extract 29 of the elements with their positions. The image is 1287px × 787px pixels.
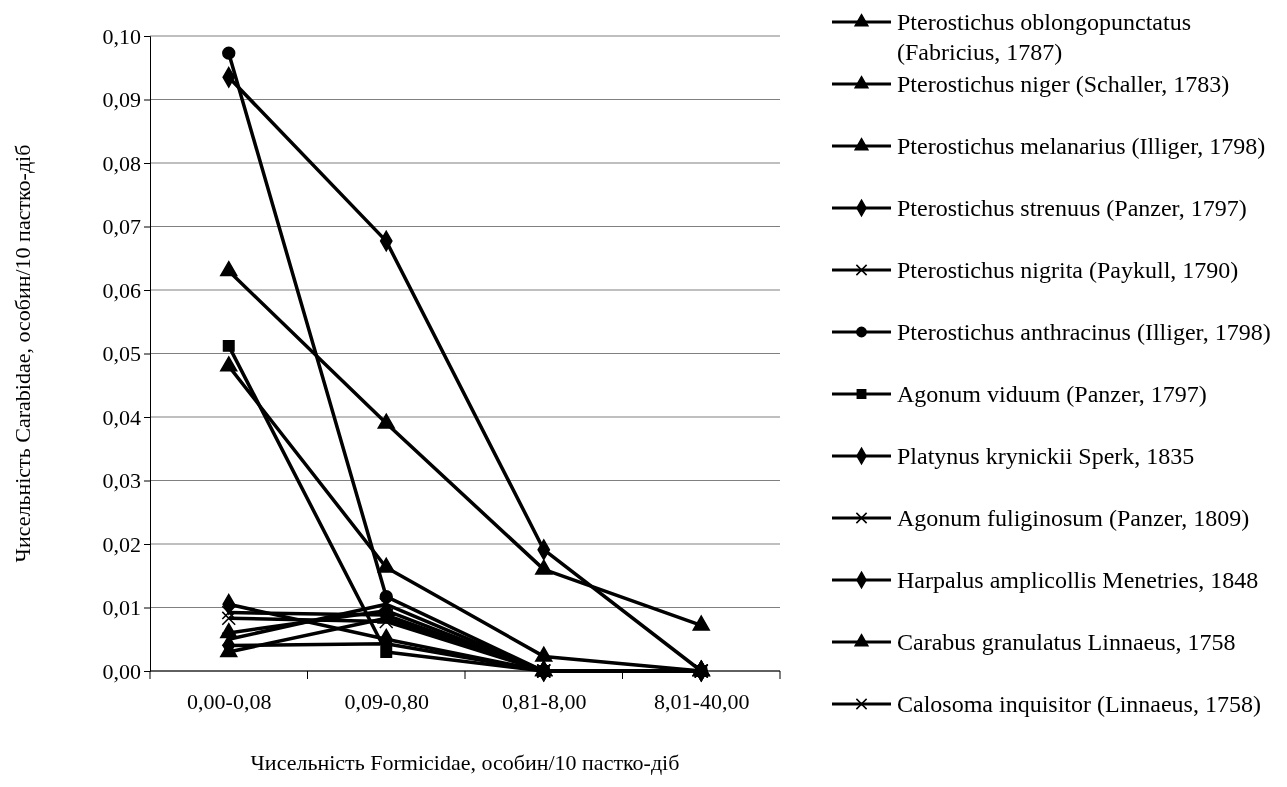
legend-label: Calosoma inquisitor (Linnaeus, 1758) — [897, 691, 1261, 717]
y-tick-label: 0,06 — [102, 277, 141, 303]
x-tick-label: 0,00-0,08 — [187, 688, 272, 714]
legend-label: Pterostichus anthracinus (Illiger, 1798) — [897, 319, 1271, 345]
x-tick-label: 8,01-40,00 — [654, 688, 750, 714]
legend-label: Pterostichus oblongopunctatus (Fabricius, 1787) — [897, 9, 1191, 65]
x-tick-label: 0,09-0,80 — [344, 688, 429, 714]
x-tick-label: 0,81-8,00 — [502, 688, 587, 714]
y-tick-label: 0,07 — [102, 214, 141, 240]
legend-label: Pterostichus nigrita (Paykull, 1790) — [897, 257, 1239, 283]
legend-label: Carabus granulatus Linnaeus, 1758 — [897, 629, 1236, 655]
legend-label: Pterostichus melanarius (Illiger, 1798) — [897, 133, 1266, 159]
y-tick-label: 0,10 — [102, 23, 141, 49]
y-tick-label: 0,01 — [102, 595, 141, 621]
y-tick-label: 0,00 — [102, 658, 141, 684]
legend-label: Harpalus amplicollis Menetries, 1848 — [897, 567, 1259, 593]
x-axis-title: Чисельність Formicidae, особин/10 пастко-діб — [250, 750, 680, 775]
y-tick-label: 0,04 — [102, 404, 141, 430]
legend-label: Platynus krynickii Sperk, 1835 — [897, 443, 1195, 469]
y-tick-label: 0,03 — [102, 468, 141, 494]
y-tick-label: 0,08 — [102, 150, 141, 176]
legend-label: Agonum fuliginosum (Panzer, 1809) — [897, 505, 1250, 531]
y-axis-title: Чисельність Carabidae, особин/10 пастко-діб — [10, 144, 35, 563]
y-tick-label: 0,09 — [102, 87, 141, 113]
y-tick-label: 0,05 — [102, 341, 141, 367]
legend-label: Pterostichus strenuus (Panzer, 1797) — [897, 195, 1247, 221]
legend-label: Pterostichus niger (Schaller, 1783) — [897, 71, 1230, 97]
legend-label: Agonum viduum (Panzer, 1797) — [897, 381, 1207, 407]
y-tick-label: 0,02 — [102, 531, 141, 557]
